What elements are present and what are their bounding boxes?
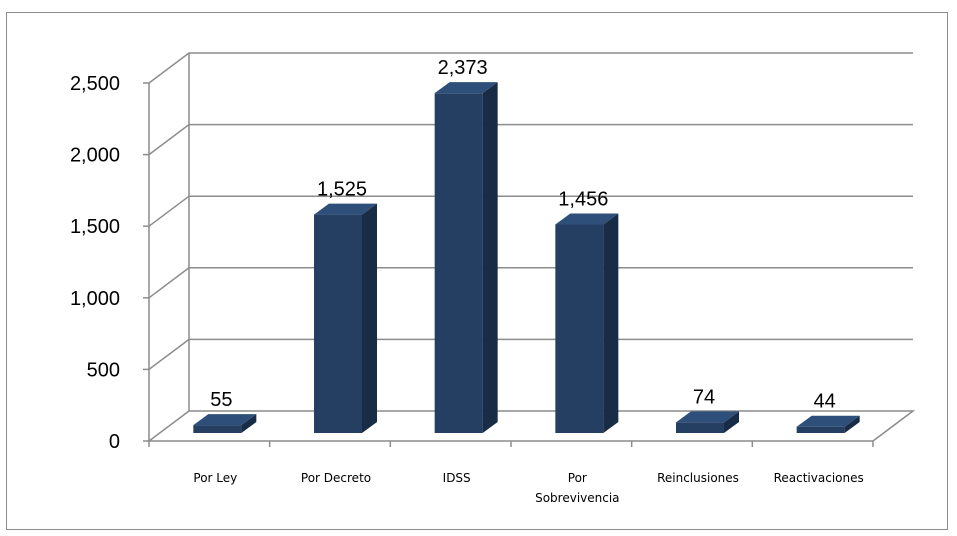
bar-front [193, 425, 242, 433]
bar-front [434, 93, 483, 433]
bar-top [555, 213, 619, 225]
gridline [148, 338, 913, 370]
data-label: 1,525 [317, 179, 367, 201]
chart-walls [146, 53, 916, 442]
y-tick-label: 2,500 [70, 73, 120, 95]
x-tick-label: Por Ley [193, 471, 237, 485]
y-tick-label: 2,000 [70, 145, 120, 167]
bar [555, 213, 619, 433]
bar-front [676, 422, 724, 433]
bar-side [241, 414, 257, 433]
data-label: 1,456 [558, 189, 608, 211]
bar-front [555, 224, 604, 433]
y-axis-ticks: 0 500 1,000 1,500 2,000 2,500 [70, 73, 149, 453]
bar-side [362, 203, 377, 433]
bar-front [796, 426, 845, 433]
bar-front [314, 214, 362, 433]
data-label: 74 [693, 386, 715, 408]
bar-top [314, 203, 377, 215]
gridline [148, 123, 913, 156]
y-tick-label: 1,000 [70, 288, 120, 310]
data-label: 44 [814, 391, 836, 413]
bar-top [434, 82, 498, 94]
data-label: 2,373 [438, 57, 488, 79]
x-axis-ticks: Por Ley Por Decreto IDSS Por Sobrevivencia Re… [148, 441, 874, 505]
bar-side [844, 415, 860, 433]
gridline [148, 52, 913, 84]
x-tick-label: Por Decreto [301, 471, 371, 485]
bar-top [193, 414, 257, 426]
gridlines [148, 52, 913, 370]
x-tick-label: Por Sobrevivencia [535, 471, 619, 505]
gridline [148, 267, 913, 299]
y-tick-label: 500 [87, 359, 120, 381]
x-tick-label: IDSS [443, 471, 471, 485]
x-tick-label: Reinclusiones [657, 471, 739, 485]
bar [676, 411, 739, 433]
bar-side [724, 411, 739, 433]
bars [193, 82, 860, 433]
data-label: 55 [210, 389, 232, 411]
bar [796, 415, 860, 433]
y-tick-label: 0 [109, 431, 120, 453]
data-labels: 55 1,525 2,373 1,456 74 44 [210, 57, 836, 413]
bar-side [482, 82, 498, 433]
bar-top [796, 415, 860, 427]
bar-side [603, 213, 619, 433]
bar [193, 414, 257, 433]
gridline [148, 195, 913, 227]
x-tick-label: Reactivaciones [774, 471, 864, 485]
bar [314, 203, 377, 433]
y-tick-label: 1,500 [70, 216, 120, 238]
bar [434, 82, 498, 433]
bar-top [676, 411, 739, 423]
